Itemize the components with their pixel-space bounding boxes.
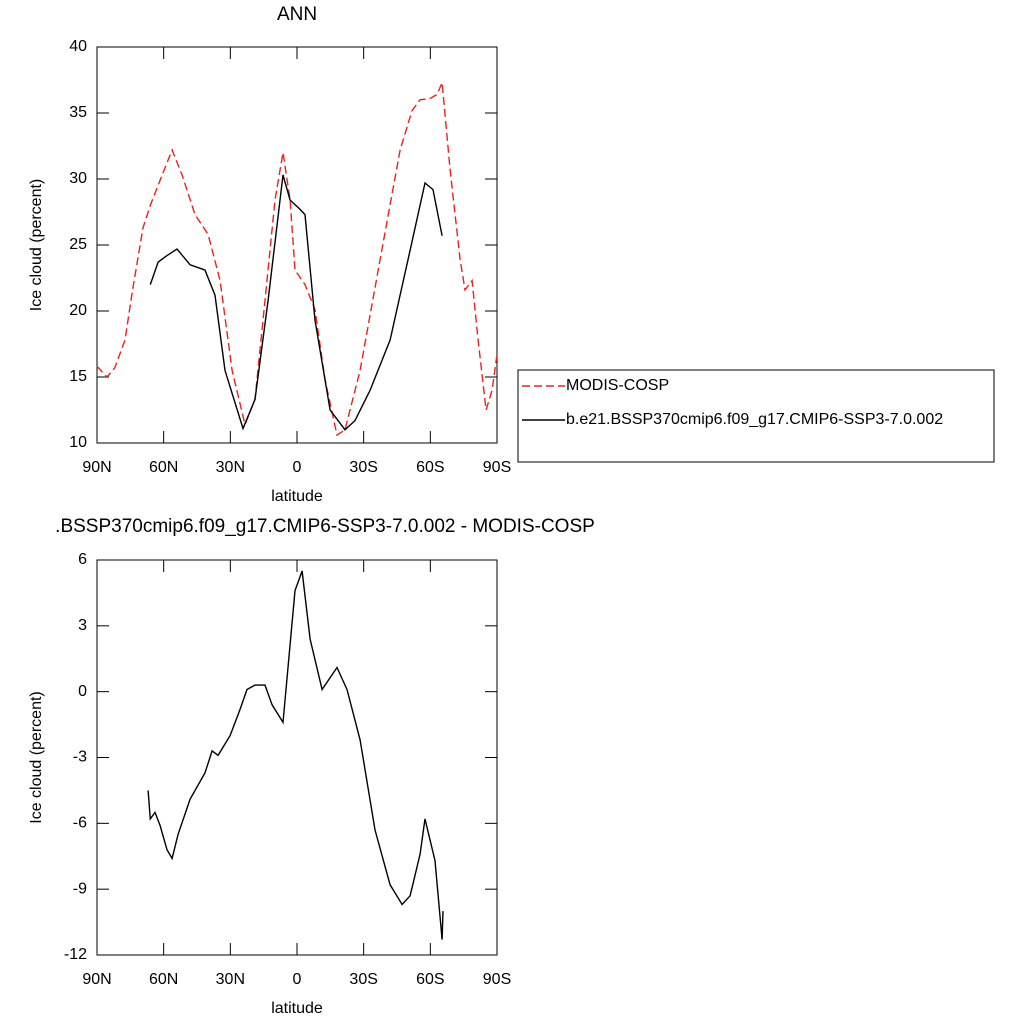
x-tick-label: 90S: [483, 971, 511, 988]
x-axis-label: latitude: [271, 1000, 323, 1017]
x-tick-label: 0: [293, 459, 302, 476]
legend-label: b.e21.BSSP370cmip6.f09_g17.CMIP6-SSP3-7.…: [566, 411, 943, 428]
x-tick-label: 30N: [216, 459, 245, 476]
x-tick-label: 30N: [216, 971, 245, 988]
y-tick-label: 35: [69, 104, 87, 121]
y-tick-label: 10: [69, 434, 87, 451]
x-tick-label: 30S: [349, 971, 377, 988]
data-line: [147, 570, 444, 940]
x-axis-label: latitude: [271, 488, 323, 505]
y-tick-label: -12: [64, 946, 87, 963]
chart-title: ANN: [277, 4, 317, 25]
x-tick-label: 90N: [82, 971, 111, 988]
legend-box: [517, 369, 995, 463]
y-tick-label: 20: [69, 302, 87, 319]
data-line: [149, 174, 443, 431]
plot-frame: [96, 46, 498, 444]
plot-frame: [96, 559, 498, 956]
y-tick-label: 40: [69, 38, 87, 55]
y-tick-label: 6: [78, 551, 87, 568]
y-tick-label: -9: [73, 880, 87, 897]
y-tick-label: 30: [69, 170, 87, 187]
y-tick-label: -6: [73, 815, 87, 832]
x-tick-label: 30S: [349, 459, 377, 476]
y-tick-label: 3: [78, 617, 87, 634]
y-axis-label: Ice cloud (percent): [28, 179, 45, 312]
x-tick-label: 90N: [82, 459, 111, 476]
x-tick-label: 60S: [416, 971, 444, 988]
y-tick-label: -3: [73, 749, 87, 766]
y-axis-label: Ice cloud (percent): [28, 691, 45, 824]
x-tick-label: 60N: [149, 971, 178, 988]
y-tick-label: 0: [78, 683, 87, 700]
data-line: [96, 82, 498, 437]
chart-title: .BSSP370cmip6.f09_g17.CMIP6-SSP3-7.0.002…: [55, 516, 595, 537]
x-tick-label: 60N: [149, 459, 178, 476]
y-tick-label: 15: [69, 368, 87, 385]
x-tick-label: 60S: [416, 459, 444, 476]
legend-label: MODIS-COSP: [566, 377, 669, 394]
x-tick-label: 0: [293, 971, 302, 988]
y-tick-label: 25: [69, 236, 87, 253]
x-tick-label: 90S: [483, 459, 511, 476]
